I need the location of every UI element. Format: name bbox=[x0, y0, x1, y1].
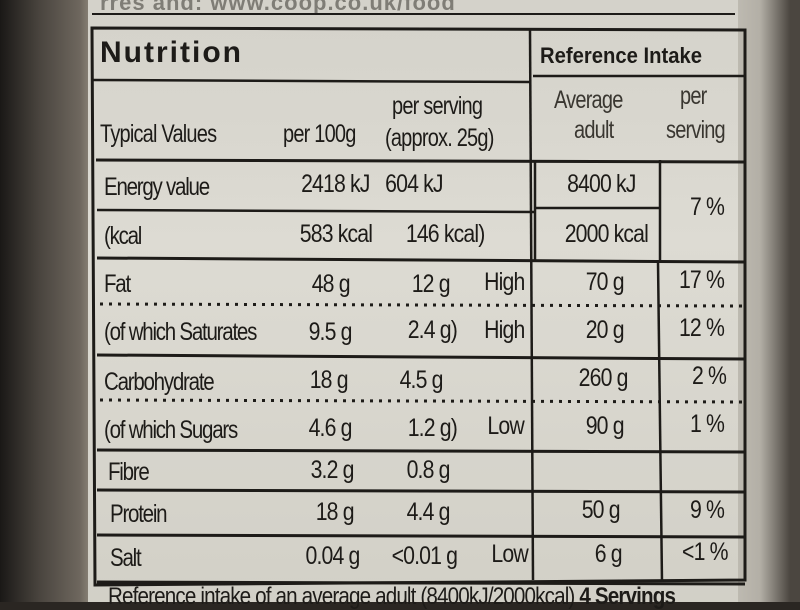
level-value: High bbox=[483, 316, 525, 344]
ri-value: 2000 kcal bbox=[564, 220, 649, 248]
footer-text: Reference intake of an average adult (84… bbox=[108, 583, 575, 610]
row-label: Salt bbox=[110, 544, 142, 572]
pct-value: 2 % bbox=[691, 362, 727, 390]
row-label: Energy value bbox=[104, 173, 210, 201]
row-label: (of which Saturates bbox=[104, 318, 257, 346]
row-label: (of which Sugars bbox=[104, 416, 238, 444]
pct-value: 12 % bbox=[678, 314, 725, 342]
per-serving-value: 12 g bbox=[412, 270, 451, 298]
ri-value: 50 g bbox=[582, 496, 621, 524]
pct-value: 9 % bbox=[689, 496, 725, 524]
nutrition-title: Nutrition bbox=[100, 36, 243, 69]
col-per-serving: per serving bbox=[392, 92, 483, 120]
per-100g-value: 18 g bbox=[310, 366, 349, 394]
level-value: Low bbox=[487, 412, 525, 440]
per-serving-value: 146 kcal) bbox=[405, 220, 484, 248]
per-100g-value: 48 g bbox=[312, 270, 351, 298]
per-serving-value: 4.5 g bbox=[399, 366, 444, 394]
col-adult: adult bbox=[574, 116, 614, 144]
per-100g-value: 0.04 g bbox=[306, 542, 361, 570]
row-label: Fat bbox=[104, 270, 131, 298]
col-approx: (approx. 25g) bbox=[385, 124, 494, 152]
reference-intake-title: Reference Intake bbox=[540, 43, 703, 68]
row-label: (kcal bbox=[104, 222, 142, 250]
pct-value: 1 % bbox=[689, 410, 725, 438]
ri-value: 90 g bbox=[586, 412, 625, 440]
pct-value: <1 % bbox=[682, 538, 728, 566]
footer-servings: 4 Servings bbox=[579, 583, 676, 610]
per-serving-value: 1.2 g) bbox=[407, 414, 458, 442]
row-label: Protein bbox=[110, 500, 168, 528]
per-serving-value: 0.8 g bbox=[406, 456, 451, 484]
level-value: High bbox=[483, 268, 525, 296]
per-100g-value: 3.2 g bbox=[310, 456, 355, 484]
per-100g-value: 2418 kJ bbox=[301, 170, 371, 198]
per-serving-value: 604 kJ bbox=[385, 170, 443, 198]
website-url-text: rres and: www.coop.co.uk/food bbox=[100, 0, 456, 15]
per-100g-value: 4.6 g bbox=[308, 414, 353, 442]
col-per-100g: per 100g bbox=[283, 120, 356, 148]
ri-value: 8400 kJ bbox=[567, 170, 637, 198]
per-100g-value: 583 kcal bbox=[299, 220, 373, 248]
ri-value: 70 g bbox=[586, 268, 625, 296]
col-per: per bbox=[680, 82, 707, 110]
per-serving-value: 2.4 g) bbox=[407, 316, 458, 344]
pct-value: 7 % bbox=[689, 193, 725, 221]
per-serving-value: <0.01 g bbox=[391, 542, 457, 570]
per-100g-value: 18 g bbox=[316, 498, 355, 526]
level-value: Low bbox=[491, 540, 529, 568]
col-serving: serving bbox=[666, 116, 726, 144]
ri-value: 6 g bbox=[594, 540, 623, 568]
footer-reference-note: Reference intake of an average adult (84… bbox=[108, 583, 676, 610]
row-label: Carbohydrate bbox=[104, 368, 215, 396]
row-label: Fibre bbox=[108, 458, 150, 486]
pct-value: 17 % bbox=[678, 266, 725, 294]
packaging-surface bbox=[88, 0, 738, 602]
per-serving-value: 4.4 g bbox=[406, 498, 451, 526]
ri-value: 260 g bbox=[579, 364, 629, 392]
col-average: Average bbox=[554, 86, 623, 114]
ri-value: 20 g bbox=[586, 316, 625, 344]
col-typical-values: Typical Values bbox=[100, 120, 217, 148]
per-100g-value: 9.5 g bbox=[308, 318, 353, 346]
